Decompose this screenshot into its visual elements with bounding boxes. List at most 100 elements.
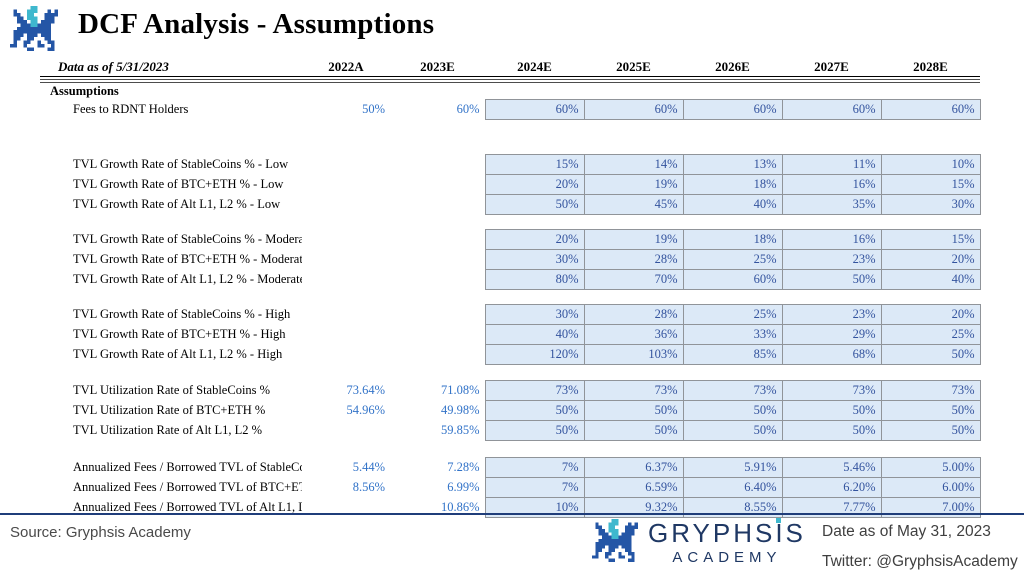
cell-2022a — [302, 345, 390, 365]
cell-2026e: 60% — [682, 269, 783, 290]
cell-2028e: 50% — [880, 400, 981, 421]
row-label: TVL Growth Rate of StableCoins % - High — [73, 307, 291, 321]
cell-2023e — [390, 305, 485, 325]
cell-2028e: 10% — [880, 154, 981, 175]
cell-2028e: 73% — [880, 380, 981, 401]
row-label: TVL Utilization Rate of StableCoins % — [73, 383, 271, 397]
column-header-2026e: 2026E — [683, 58, 782, 77]
table-row-tvl-growth-moderate: TVL Growth Rate of Alt L1, L2 % - Modera… — [40, 269, 981, 290]
row-label: TVL Growth Rate of BTC+ETH % - Moderate — [73, 252, 302, 266]
table-row-tvl-growth-high: TVL Growth Rate of Alt L1, L2 % - High 12… — [40, 344, 981, 365]
page-title: DCF Analysis - Assumptions — [78, 8, 435, 40]
table-row-tvl-utilization: TVL Utilization Rate of BTC+ETH % 54.96% 4… — [40, 400, 981, 421]
cell-2027e: 29% — [781, 324, 882, 345]
cell-2024e: 15% — [484, 154, 585, 175]
header-double-rule — [40, 76, 980, 83]
cell-2026e: 73% — [682, 380, 783, 401]
cell-2024e: 50% — [484, 420, 585, 441]
cell-2023e — [390, 195, 485, 215]
assumptions-table: Data as of 5/31/2023 2022A 2023E 2024E 2025… — [40, 58, 981, 518]
cell-2028e: 20% — [880, 304, 981, 325]
brand-subtitle: ACADEMY — [672, 549, 782, 566]
cell-2028e: 7.00% — [880, 497, 981, 518]
column-header-2025e: 2025E — [584, 58, 683, 77]
cell-2026e: 50% — [682, 400, 783, 421]
table-row-tvl-utilization: TVL Utilization Rate of Alt L1, L2 % 59.8… — [40, 420, 981, 441]
footer-notes: Date as of May 31, 2023 Twitter: @Gryphs… — [822, 523, 1018, 580]
cell-2028e: 15% — [880, 229, 981, 250]
cell-2028e: 60% — [880, 99, 981, 120]
cell-2027e: 35% — [781, 194, 882, 215]
cell-2026e: 5.91% — [682, 457, 783, 478]
cell-2025e: 14% — [583, 154, 684, 175]
cell-2027e: 11% — [781, 154, 882, 175]
cell-2026e: 18% — [682, 229, 783, 250]
cell-2023e: 10.86% — [440, 500, 480, 514]
cell-2027e: 50% — [781, 269, 882, 290]
cell-2028e: 15% — [880, 174, 981, 195]
table-row-tvl-growth-moderate: TVL Growth Rate of StableCoins % - Moder… — [40, 229, 981, 250]
cell-2026e: 6.40% — [682, 477, 783, 498]
row-label: Fees to RDNT Holders — [73, 102, 189, 116]
cell-2026e: 8.55% — [682, 497, 783, 518]
column-header-2024e: 2024E — [485, 58, 584, 77]
cell-2024e: 20% — [484, 174, 585, 195]
cell-2025e: 103% — [583, 344, 684, 365]
source-note: Source: Gryphsis Academy — [10, 524, 191, 541]
cell-2025e: 50% — [583, 400, 684, 421]
cell-2022a — [302, 250, 390, 270]
cell-2027e: 50% — [781, 400, 882, 421]
row-label: Annualized Fees / Borrowed TVL of Stable… — [73, 460, 302, 474]
spacer-row — [40, 290, 980, 305]
cell-2028e: 25% — [880, 324, 981, 345]
column-header-2022a: 2022A — [302, 58, 390, 77]
cell-2027e: 60% — [781, 99, 882, 120]
cell-2023e: 59.85% — [440, 423, 480, 437]
row-label: TVL Growth Rate of BTC+ETH % - High — [73, 327, 286, 341]
cell-2023e — [390, 325, 485, 345]
cell-2026e: 85% — [682, 344, 783, 365]
cell-2023e: 71.08% — [440, 383, 480, 397]
cell-2026e: 40% — [682, 194, 783, 215]
date-note: Date as of May 31, 2023 — [822, 523, 991, 540]
cell-2025e: 45% — [583, 194, 684, 215]
cell-2022a — [302, 325, 390, 345]
cell-2026e: 25% — [682, 249, 783, 270]
cell-2028e: 40% — [880, 269, 981, 290]
cell-2026e: 60% — [682, 99, 783, 120]
column-header-2027e: 2027E — [782, 58, 881, 77]
cell-2028e: 30% — [880, 194, 981, 215]
cell-2023e — [390, 230, 485, 250]
cell-2027e: 6.20% — [781, 477, 882, 498]
table-row-tvl-growth-high: TVL Growth Rate of BTC+ETH % - High 40% 36… — [40, 324, 981, 345]
cell-2025e: 36% — [583, 324, 684, 345]
cell-2027e: 73% — [781, 380, 882, 401]
gryphsis-dragon-icon — [592, 519, 638, 567]
table-row-annualized-fees-borrowed-tvl: Annualized Fees / Borrowed TVL of Stable… — [40, 457, 981, 478]
cell-2022a: 54.96% — [346, 403, 385, 417]
cell-2027e: 68% — [781, 344, 882, 365]
row-label: TVL Growth Rate of Alt L1, L2 % - Modera… — [73, 272, 302, 286]
cell-2026e: 33% — [682, 324, 783, 345]
row-label: TVL Growth Rate of StableCoins % - Low — [73, 157, 289, 171]
cell-2027e: 16% — [781, 229, 882, 250]
spacer-row — [40, 441, 980, 458]
cell-2027e: 7.77% — [781, 497, 882, 518]
cell-2024e: 60% — [484, 99, 585, 120]
cell-2023e: 7.28% — [447, 460, 480, 474]
cell-2023e — [390, 270, 485, 290]
cell-2024e: 73% — [484, 380, 585, 401]
cell-2024e: 40% — [484, 324, 585, 345]
cell-2022a: 5.44% — [352, 460, 385, 474]
row-label: TVL Growth Rate of StableCoins % - Moder… — [73, 232, 302, 246]
section-label: Assumptions — [50, 83, 119, 98]
cell-2024e: 30% — [484, 304, 585, 325]
cell-2022a — [302, 175, 390, 195]
table-row-tvl-growth-high: TVL Growth Rate of StableCoins % - High 3… — [40, 304, 981, 325]
cell-2022a — [302, 195, 390, 215]
table-row-tvl-growth-low: TVL Growth Rate of Alt L1, L2 % - Low 50%… — [40, 194, 981, 215]
cell-2023e — [390, 155, 485, 175]
row-label: TVL Utilization Rate of Alt L1, L2 % — [73, 423, 263, 437]
cell-2028e: 6.00% — [880, 477, 981, 498]
